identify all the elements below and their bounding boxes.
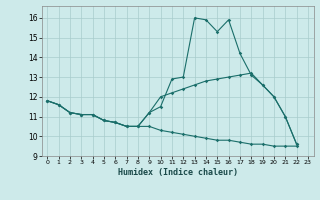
X-axis label: Humidex (Indice chaleur): Humidex (Indice chaleur) <box>118 168 237 177</box>
